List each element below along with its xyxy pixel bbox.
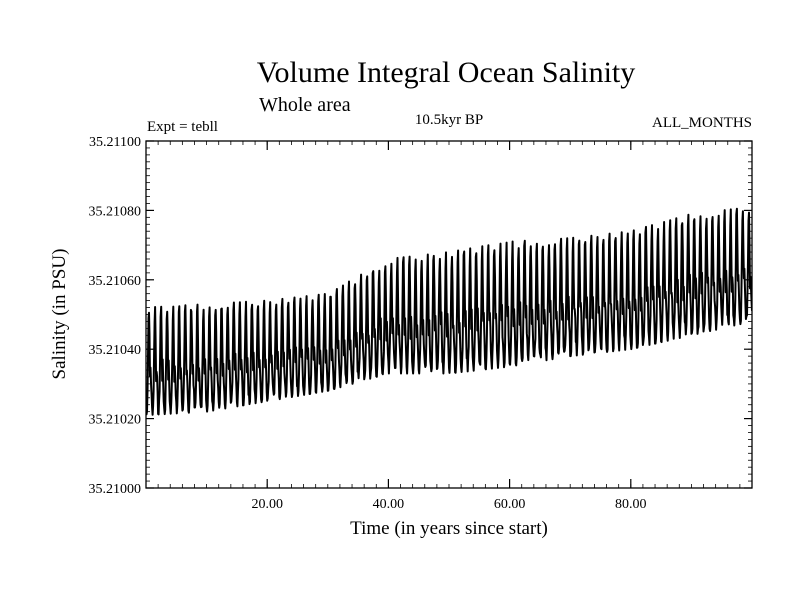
x-tick-label: 60.00 (494, 497, 526, 512)
experiment-label: Expt = tebll (147, 119, 218, 135)
salinity-series-line (146, 207, 752, 416)
y-tick-label: 35.21020 (89, 413, 142, 428)
x-tick-label: 20.00 (251, 497, 283, 512)
period-label: 10.5kyr BP (415, 112, 483, 128)
x-axis-label: Time (in years since start) (350, 518, 548, 539)
x-tick-label: 80.00 (615, 497, 647, 512)
chart-subtitle: Whole area (259, 94, 351, 116)
months-label: ALL_MONTHS (652, 115, 752, 131)
x-tick-label: 40.00 (373, 497, 405, 512)
y-tick-label: 35.21080 (89, 204, 142, 219)
y-axis: 35.21000 35.21020 35.21040 35.21060 35.21080… (89, 135, 752, 497)
y-tick-label: 35.21100 (89, 135, 141, 150)
y-tick-label: 35.21040 (89, 343, 142, 358)
x-axis: 20.00 40.00 60.00 80.00 (157, 141, 741, 512)
y-tick-label: 35.21060 (89, 274, 142, 289)
y-axis-label: Salinity (in PSU) (49, 249, 70, 380)
chart-title: Volume Integral Ocean Salinity (257, 56, 636, 89)
y-tick-label: 35.21000 (89, 482, 142, 497)
